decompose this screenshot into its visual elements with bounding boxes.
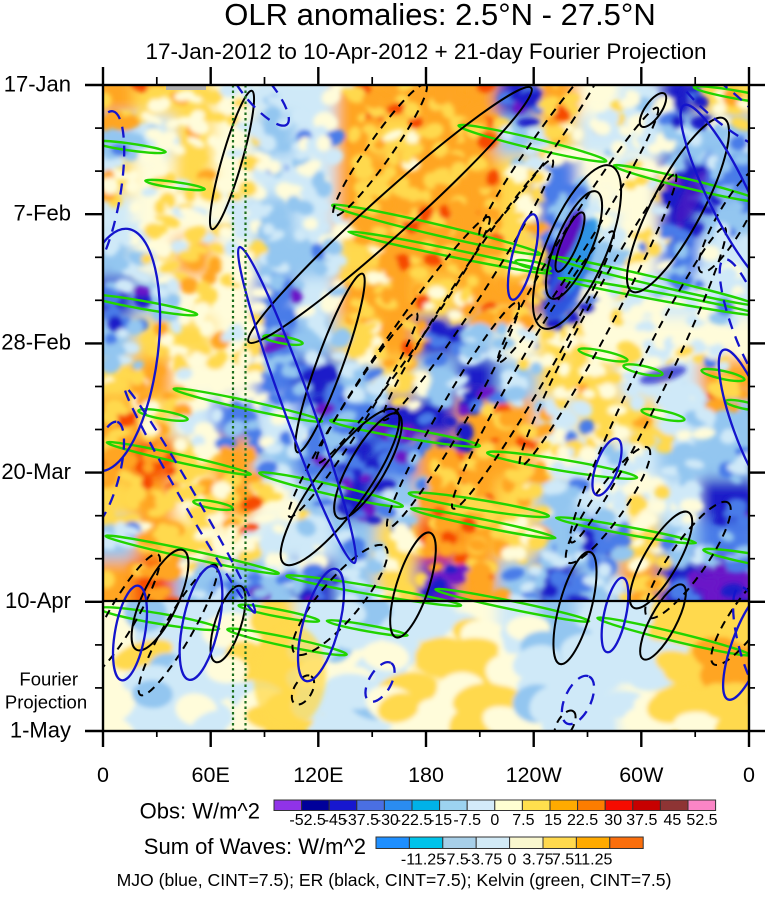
- svg-text:60E: 60E: [192, 763, 230, 787]
- svg-text:7.5: 7.5: [552, 852, 574, 869]
- svg-text:7-Feb: 7-Feb: [14, 201, 71, 226]
- svg-text:52.5: 52.5: [686, 812, 717, 829]
- svg-text:28-Feb: 28-Feb: [1, 330, 71, 355]
- svg-text:17-Jan-2012 to 10-Apr-2012 + 2: 17-Jan-2012 to 10-Apr-2012 + 21-day Four…: [146, 39, 707, 64]
- svg-text:45: 45: [664, 812, 682, 829]
- svg-text:180: 180: [408, 763, 444, 787]
- svg-text:0: 0: [743, 763, 755, 787]
- svg-text:17-Jan: 17-Jan: [4, 71, 71, 96]
- svg-text:-7.5: -7.5: [453, 812, 481, 829]
- svg-text:-52.5: -52.5: [289, 812, 326, 829]
- svg-text:OLR anomalies: 2.5°N - 27.5°N: OLR anomalies: 2.5°N - 27.5°N: [224, 0, 655, 32]
- svg-text:15: 15: [544, 812, 562, 829]
- svg-text:-22.5: -22.5: [396, 812, 433, 829]
- svg-text:30: 30: [604, 812, 622, 829]
- svg-text:Sum of Waves: W/m^2: Sum of Waves: W/m^2: [144, 834, 366, 859]
- svg-text:0: 0: [508, 852, 517, 869]
- svg-text:3.75: 3.75: [522, 852, 553, 869]
- svg-text:-15: -15: [429, 812, 452, 829]
- svg-text:-37.5: -37.5: [343, 812, 380, 829]
- svg-text:0: 0: [490, 812, 499, 829]
- svg-text:60W: 60W: [619, 763, 664, 787]
- svg-text:20-Mar: 20-Mar: [1, 459, 71, 484]
- svg-text:-7.5: -7.5: [441, 852, 469, 869]
- svg-text:1-May: 1-May: [10, 717, 71, 742]
- svg-text:7.5: 7.5: [512, 812, 534, 829]
- svg-text:22.5: 22.5: [567, 812, 598, 829]
- svg-text:Obs: W/m^2: Obs: W/m^2: [140, 799, 260, 824]
- svg-text:37.5: 37.5: [626, 812, 657, 829]
- svg-text:0: 0: [97, 763, 109, 787]
- svg-text:Fourier: Fourier: [19, 669, 78, 690]
- svg-text:120E: 120E: [293, 763, 343, 787]
- svg-text:120W: 120W: [506, 763, 563, 787]
- svg-text:MJO (blue, CINT=7.5); ER (blac: MJO (blue, CINT=7.5); ER (black, CINT=7.…: [117, 870, 672, 890]
- svg-text:Projection: Projection: [5, 692, 87, 713]
- svg-text:10-Apr: 10-Apr: [5, 588, 71, 613]
- svg-text:-30: -30: [376, 812, 399, 829]
- svg-text:-3.75: -3.75: [466, 852, 503, 869]
- svg-text:11.25: 11.25: [574, 852, 613, 869]
- svg-text:-45: -45: [324, 812, 347, 829]
- svg-text:-11.25: -11.25: [401, 852, 445, 869]
